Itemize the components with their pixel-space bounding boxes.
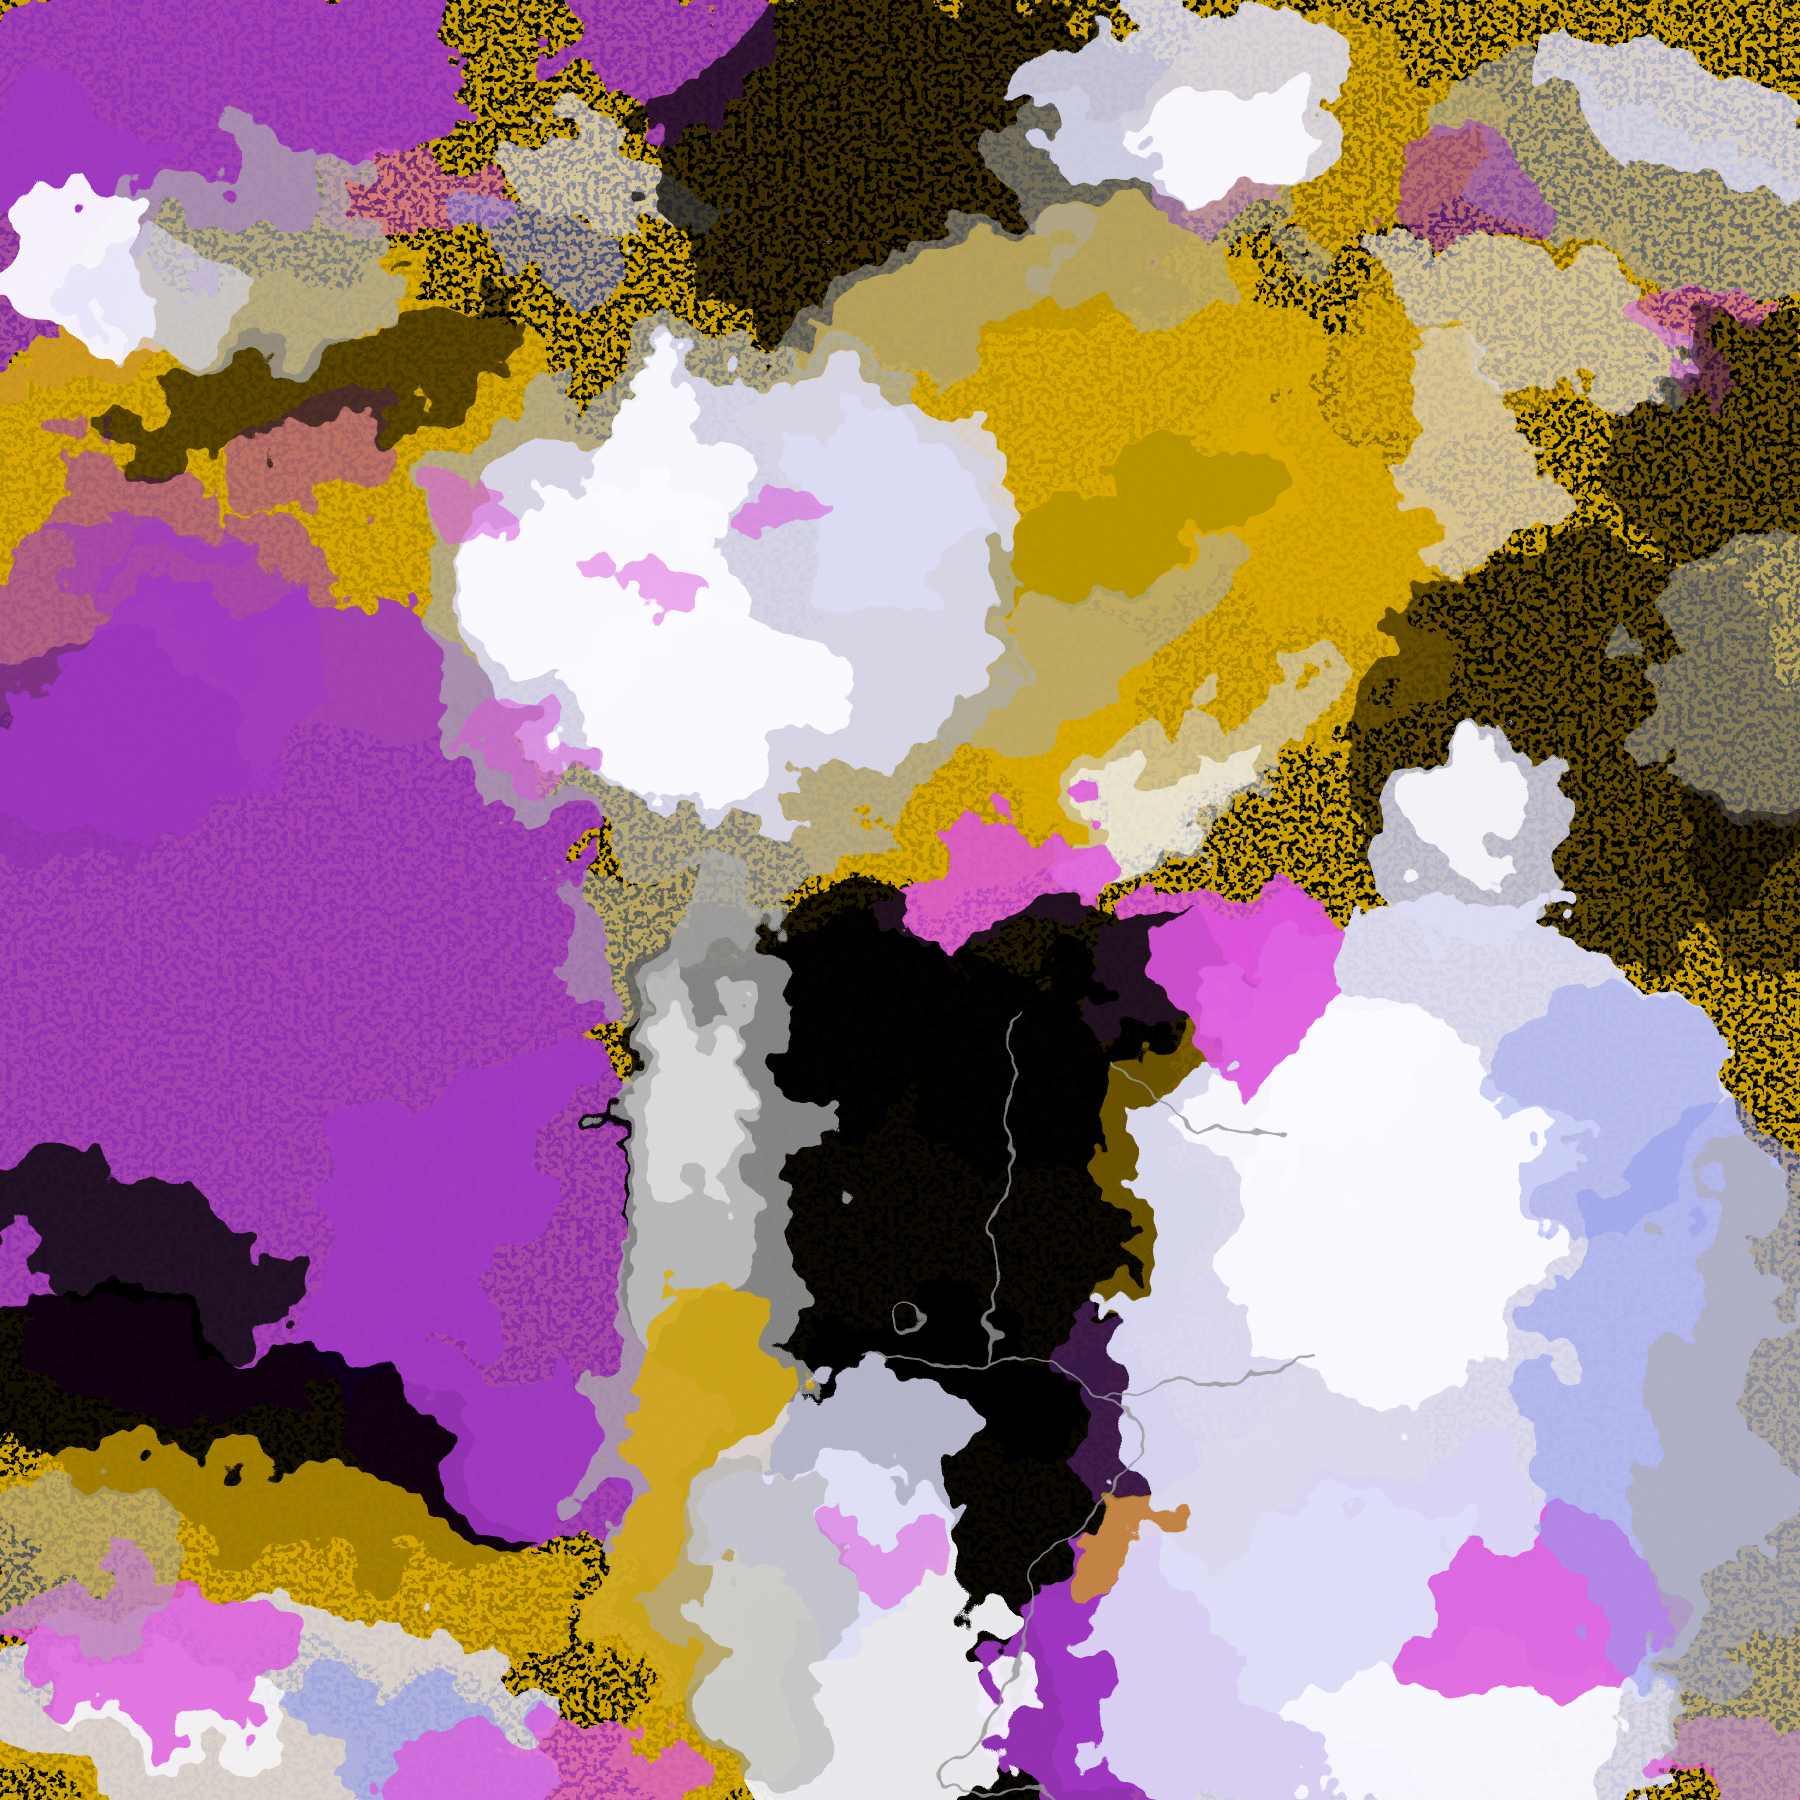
satellite-false-color-canvas <box>0 0 1800 1800</box>
pixel-grain-overlay <box>0 0 1800 1800</box>
false-color-satellite-image <box>0 0 1800 1800</box>
